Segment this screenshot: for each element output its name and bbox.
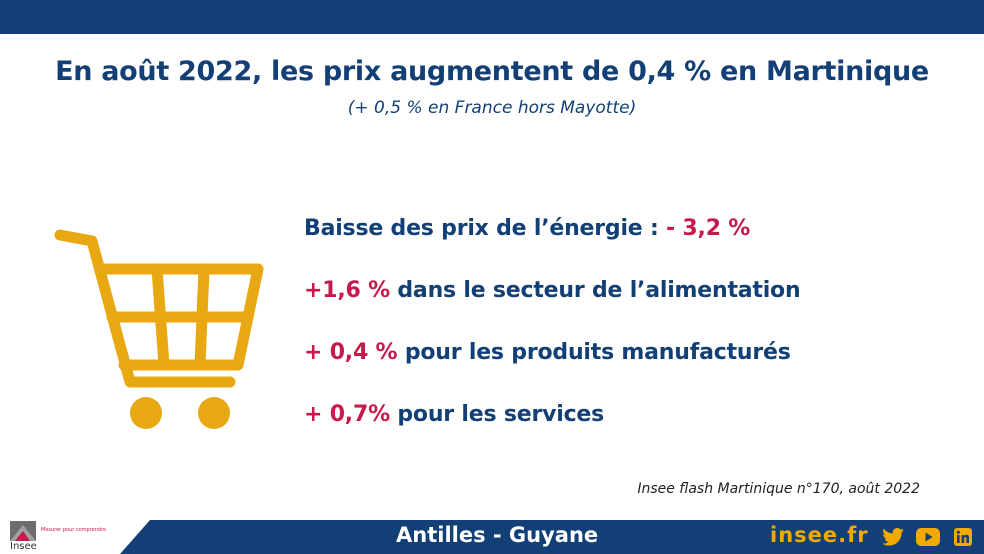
top-banner: [0, 0, 984, 34]
page-subtitle: (+ 0,5 % en France hors Mayotte): [347, 98, 637, 118]
bullet-energy-value: - 3,2 %: [666, 216, 751, 241]
bullet-food-text: dans le secteur de l’alimentation: [389, 278, 801, 303]
bullet-services: + 0,7% pour les services: [304, 398, 800, 460]
bullet-services-text: pour les services: [389, 402, 605, 427]
logo-name: Insee: [10, 541, 37, 552]
bullet-food-value: +1,6 %: [304, 278, 390, 303]
footer: Antilles - Guyane insee.fr: [0, 520, 984, 554]
page-title: En août 2022, les prix augmentent de 0,4…: [55, 56, 929, 87]
bullet-manufactured-text: pour les produits manufacturés: [397, 340, 791, 365]
bullet-manufactured: + 0,4 % pour les produits manufacturés: [304, 336, 800, 398]
insee-logo-mark: [10, 521, 36, 541]
insee-logo: Insee Mesurer pour comprendre: [6, 521, 116, 554]
footer-site-link[interactable]: insee.fr: [770, 523, 869, 547]
price-changes-list: Baisse des prix de l’énergie : - 3,2 % +…: [304, 212, 801, 460]
youtube-icon[interactable]: [916, 528, 940, 546]
source-note: Insee flash Martinique n°170, août 2022: [637, 481, 920, 497]
shopping-cart-icon: [54, 229, 264, 429]
bullet-energy: Baisse des prix de l’énergie : - 3,2 %: [304, 212, 800, 274]
logo-tagline: Mesurer pour comprendre: [41, 527, 107, 533]
footer-bar: [120, 520, 984, 554]
bullet-manufactured-value: + 0,4 %: [304, 340, 398, 365]
linkedin-icon[interactable]: [954, 528, 972, 546]
footer-region: Antilles - Guyane: [396, 523, 599, 547]
bullet-energy-text: Baisse des prix de l’énergie :: [304, 216, 667, 241]
bullet-food: +1,6 % dans le secteur de l’alimentation: [304, 274, 801, 336]
bullet-services-value: + 0,7%: [304, 402, 390, 427]
twitter-icon[interactable]: [882, 528, 904, 546]
